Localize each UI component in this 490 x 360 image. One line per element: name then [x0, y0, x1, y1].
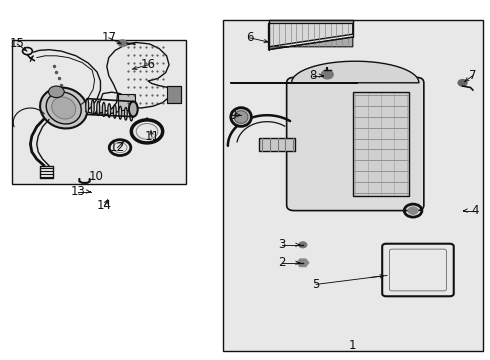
Ellipse shape — [51, 97, 76, 119]
Text: 10: 10 — [89, 170, 104, 183]
Polygon shape — [269, 37, 353, 50]
Polygon shape — [167, 86, 181, 103]
Polygon shape — [269, 23, 353, 47]
Text: 17: 17 — [101, 31, 116, 44]
Bar — [353, 92, 409, 196]
Circle shape — [321, 70, 333, 79]
Circle shape — [408, 207, 418, 214]
Circle shape — [49, 86, 64, 98]
Text: 2: 2 — [278, 256, 286, 269]
FancyBboxPatch shape — [259, 138, 295, 151]
Bar — [223, 20, 483, 351]
Ellipse shape — [108, 104, 111, 117]
Ellipse shape — [40, 87, 87, 129]
Text: 14: 14 — [97, 199, 112, 212]
Text: 1: 1 — [349, 339, 357, 352]
Text: 15: 15 — [10, 37, 24, 50]
Text: 13: 13 — [71, 185, 86, 198]
FancyBboxPatch shape — [287, 77, 424, 211]
Ellipse shape — [119, 106, 122, 119]
Ellipse shape — [86, 99, 89, 114]
Text: 3: 3 — [278, 238, 286, 251]
Text: 11: 11 — [145, 130, 159, 143]
Ellipse shape — [97, 101, 100, 116]
Ellipse shape — [130, 109, 133, 121]
Text: 16: 16 — [141, 58, 156, 71]
Text: 12: 12 — [110, 141, 125, 154]
Polygon shape — [118, 94, 135, 110]
Ellipse shape — [113, 105, 116, 118]
Ellipse shape — [124, 107, 127, 120]
Text: 8: 8 — [309, 69, 317, 82]
Circle shape — [299, 242, 307, 248]
Ellipse shape — [129, 102, 138, 117]
Ellipse shape — [91, 100, 94, 114]
Bar — [12, 40, 186, 184]
Polygon shape — [230, 61, 419, 83]
Circle shape — [118, 40, 127, 46]
Ellipse shape — [46, 92, 81, 124]
Text: 4: 4 — [471, 204, 479, 217]
Ellipse shape — [102, 102, 105, 117]
Polygon shape — [269, 20, 353, 23]
Text: 9: 9 — [229, 109, 237, 122]
Polygon shape — [297, 259, 309, 266]
Text: 5: 5 — [312, 278, 320, 291]
Circle shape — [458, 80, 467, 86]
Ellipse shape — [231, 108, 251, 126]
Ellipse shape — [234, 111, 248, 123]
Text: 7: 7 — [469, 69, 477, 82]
Text: 6: 6 — [246, 31, 254, 44]
